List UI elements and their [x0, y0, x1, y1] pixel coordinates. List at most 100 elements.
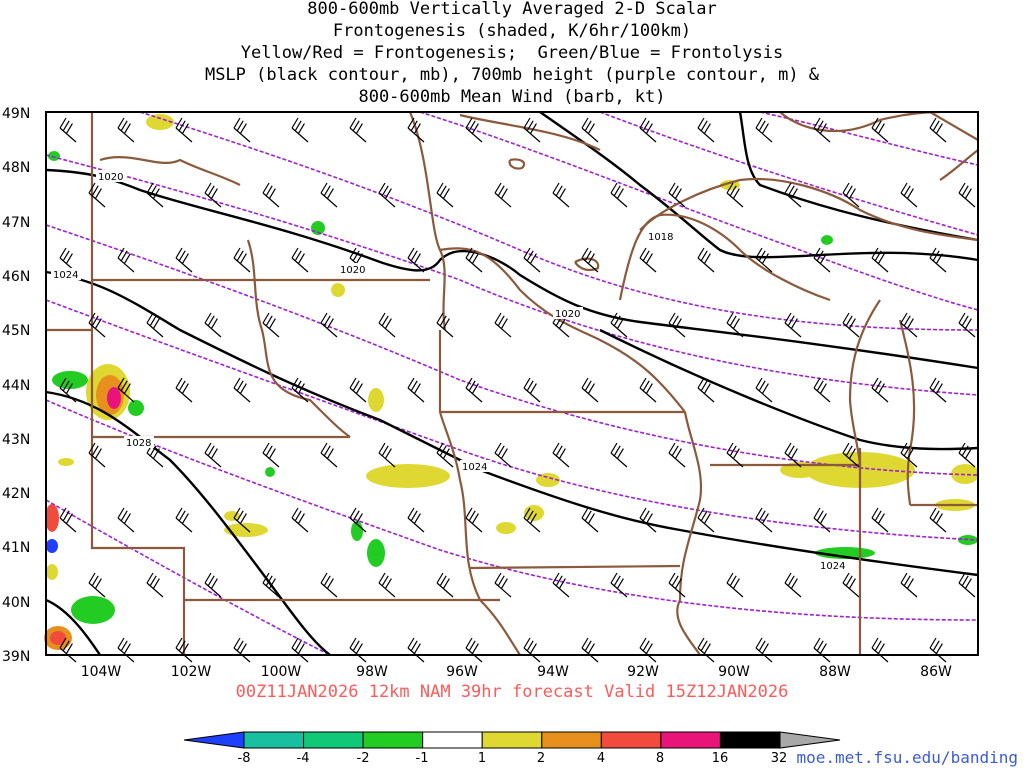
wind-barb	[610, 182, 628, 208]
lon-label: 98W	[356, 664, 388, 680]
wind-barb	[378, 572, 396, 598]
wind-barb	[958, 182, 976, 208]
mslp-label: 1024	[462, 462, 487, 473]
wind-barb	[523, 247, 541, 273]
wind-barb	[871, 507, 889, 533]
wind-barb	[842, 182, 860, 208]
wind-barb	[378, 312, 396, 338]
wind-barb	[697, 507, 715, 533]
lat-label: 41N	[2, 540, 30, 556]
wind-barb	[88, 572, 106, 598]
wind-barb	[929, 117, 947, 143]
lat-label: 45N	[2, 323, 30, 339]
wind-barb	[233, 247, 251, 273]
wind-barbs	[59, 117, 976, 663]
wind-barb	[436, 442, 454, 468]
wind-barb	[726, 572, 744, 598]
wind-barb	[88, 312, 106, 338]
wind-barb	[378, 442, 396, 468]
colorbar-right-arrow	[779, 731, 841, 749]
wind-barb	[146, 572, 164, 598]
wind-barb	[494, 572, 512, 598]
title-line-4: MSLP (black contour, mb), 700mb height (…	[204, 65, 820, 85]
wind-barb	[871, 377, 889, 403]
wind-barb	[88, 182, 106, 208]
wind-barb	[726, 442, 744, 468]
colorbar-swatch	[719, 731, 781, 749]
colorbar-label: 8	[656, 751, 664, 766]
wind-barb	[755, 377, 773, 403]
lon-label: 86W	[920, 664, 952, 680]
wind-barb	[59, 247, 77, 273]
wind-barb	[610, 312, 628, 338]
colorbar-swatch	[422, 731, 483, 749]
wind-barb	[436, 182, 454, 208]
mslp-label: 1020	[555, 309, 580, 320]
wind-barb	[755, 507, 773, 533]
mslp-label: 1024	[820, 561, 845, 572]
wind-barb	[88, 442, 106, 468]
colorbar-label: -2	[357, 751, 370, 766]
lat-label: 49N	[2, 106, 30, 122]
title-line-3: Yellow/Red = Frontogenesis; Green/Blue =…	[240, 43, 784, 63]
lat-label: 48N	[2, 160, 30, 176]
colorbar-left-arrow	[183, 731, 245, 749]
lon-label: 100W	[261, 664, 302, 680]
height-contours	[45, 111, 979, 656]
colorbar-swatch	[541, 731, 602, 749]
wind-barb	[784, 572, 802, 598]
wind-barb	[204, 572, 222, 598]
wind-barb	[929, 507, 947, 533]
wind-barb	[407, 247, 425, 273]
wind-barb	[813, 117, 831, 143]
wind-barb	[581, 247, 599, 273]
colorbar-swatch	[303, 731, 364, 749]
wind-barb	[523, 377, 541, 403]
colorbar-label: 1	[478, 751, 486, 766]
wind-barb	[320, 182, 338, 208]
state-boundaries	[46, 110, 979, 656]
wind-barb	[639, 117, 657, 143]
wind-barb	[407, 117, 425, 143]
mslp-label: 1020	[340, 265, 365, 276]
colorbar-swatch	[481, 731, 543, 749]
wind-barb	[523, 117, 541, 143]
wind-barb	[175, 247, 193, 273]
wind-barb	[784, 182, 802, 208]
wind-barb	[465, 117, 483, 143]
wind-barb	[175, 117, 193, 143]
forecast-valid-subtitle: 00Z11JAN2026 12km NAM 39hr forecast Vali…	[235, 682, 789, 702]
wind-barb	[842, 572, 860, 598]
wind-barb	[175, 507, 193, 533]
wind-barb	[117, 507, 135, 533]
wind-barb	[581, 117, 599, 143]
wind-barb	[668, 182, 686, 208]
wind-barb	[349, 507, 367, 533]
wind-barb	[958, 442, 976, 468]
wind-barb	[900, 572, 918, 598]
wind-barb	[465, 247, 483, 273]
lon-label: 88W	[819, 664, 851, 680]
lon-label: 102W	[171, 664, 212, 680]
wind-barb	[842, 312, 860, 338]
wind-barb	[233, 117, 251, 143]
wind-barb	[262, 442, 280, 468]
wind-barb	[842, 442, 860, 468]
wind-barb	[581, 507, 599, 533]
wind-barb	[639, 377, 657, 403]
colorbar-label: -1	[416, 751, 429, 766]
wind-barb	[610, 572, 628, 598]
wind-barb	[552, 572, 570, 598]
colorbar-swatch	[600, 731, 662, 749]
wind-barb	[59, 117, 77, 143]
colorbar-label: 2	[537, 751, 545, 766]
wind-barb	[697, 247, 715, 273]
lon-label: 92W	[627, 664, 659, 680]
wind-barb	[958, 572, 976, 598]
wind-barb	[726, 182, 744, 208]
wind-barb	[639, 247, 657, 273]
wind-barb	[697, 377, 715, 403]
wind-barb	[697, 117, 715, 143]
wind-barb	[784, 442, 802, 468]
wind-barb	[262, 182, 280, 208]
